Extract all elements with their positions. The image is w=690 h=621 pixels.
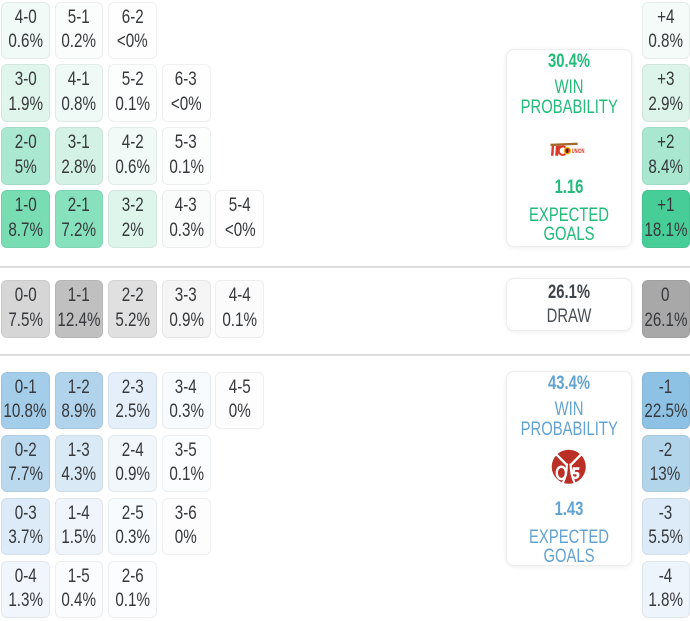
svg-text:UNION: UNION bbox=[572, 148, 585, 155]
